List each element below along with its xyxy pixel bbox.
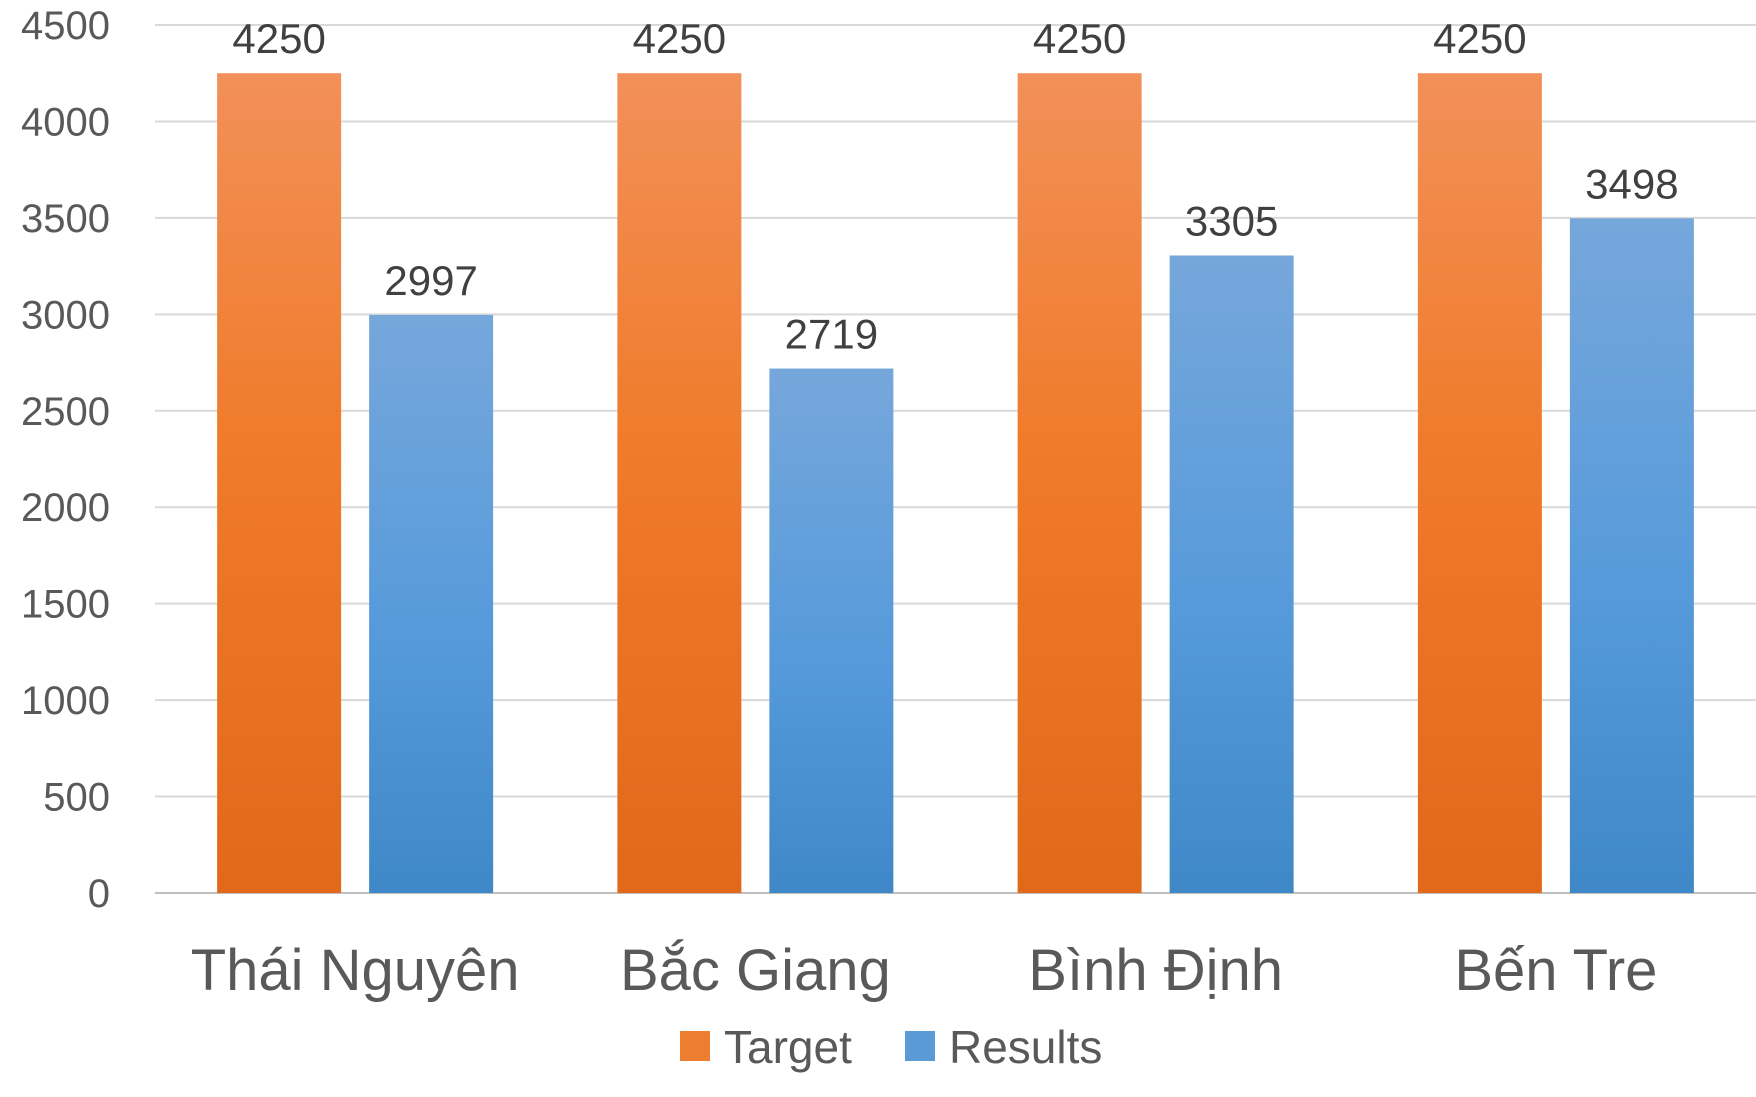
y-tick-label: 0	[88, 872, 110, 916]
y-tick-label: 3000	[21, 293, 110, 337]
bar-target	[1417, 73, 1542, 893]
y-tick-label: 3500	[21, 197, 110, 241]
legend-swatch-results	[905, 1031, 935, 1061]
y-tick-label: 1000	[21, 679, 110, 723]
data-label: 4250	[232, 15, 325, 62]
bar-results	[1169, 255, 1294, 894]
y-axis: 0 500 1000 1500 2000 2500 3000 3500 4000 4500	[21, 4, 110, 916]
data-label: 2997	[384, 257, 477, 304]
legend-label-results: Results	[949, 1021, 1102, 1073]
bar-target	[217, 73, 342, 893]
bar-target	[617, 73, 742, 893]
x-category-label: Bình Định	[1028, 938, 1283, 1003]
data-label: 4250	[1033, 15, 1126, 62]
data-label: 4250	[1433, 15, 1526, 62]
x-axis: Thái Nguyên Bắc Giang Bình Định Bến Tre	[191, 938, 1658, 1003]
legend-label-target: Target	[724, 1021, 852, 1073]
bar-results	[769, 368, 894, 893]
y-tick-label: 4500	[21, 4, 110, 48]
x-category-label: Bắc Giang	[620, 938, 891, 1003]
y-tick-label: 2000	[21, 486, 110, 530]
y-tick-label: 500	[43, 776, 110, 820]
data-label: 3305	[1185, 198, 1278, 245]
y-tick-label: 4000	[21, 100, 110, 144]
bar-results	[369, 314, 494, 893]
bar-results	[1569, 218, 1694, 894]
data-label: 2719	[785, 311, 878, 358]
x-category-label: Thái Nguyên	[191, 938, 520, 1003]
data-labels: 4250 2997 4250 2719 4250 3305 4250 3498	[232, 15, 1678, 357]
bars	[217, 73, 1694, 894]
data-label: 4250	[633, 15, 726, 62]
y-tick-label: 1500	[21, 583, 110, 627]
x-category-label: Bến Tre	[1454, 938, 1657, 1003]
y-tick-label: 2500	[21, 390, 110, 434]
data-label: 3498	[1585, 160, 1678, 207]
legend: Target Results	[680, 1021, 1102, 1073]
bar-target	[1017, 73, 1142, 893]
legend-swatch-target	[680, 1031, 710, 1061]
